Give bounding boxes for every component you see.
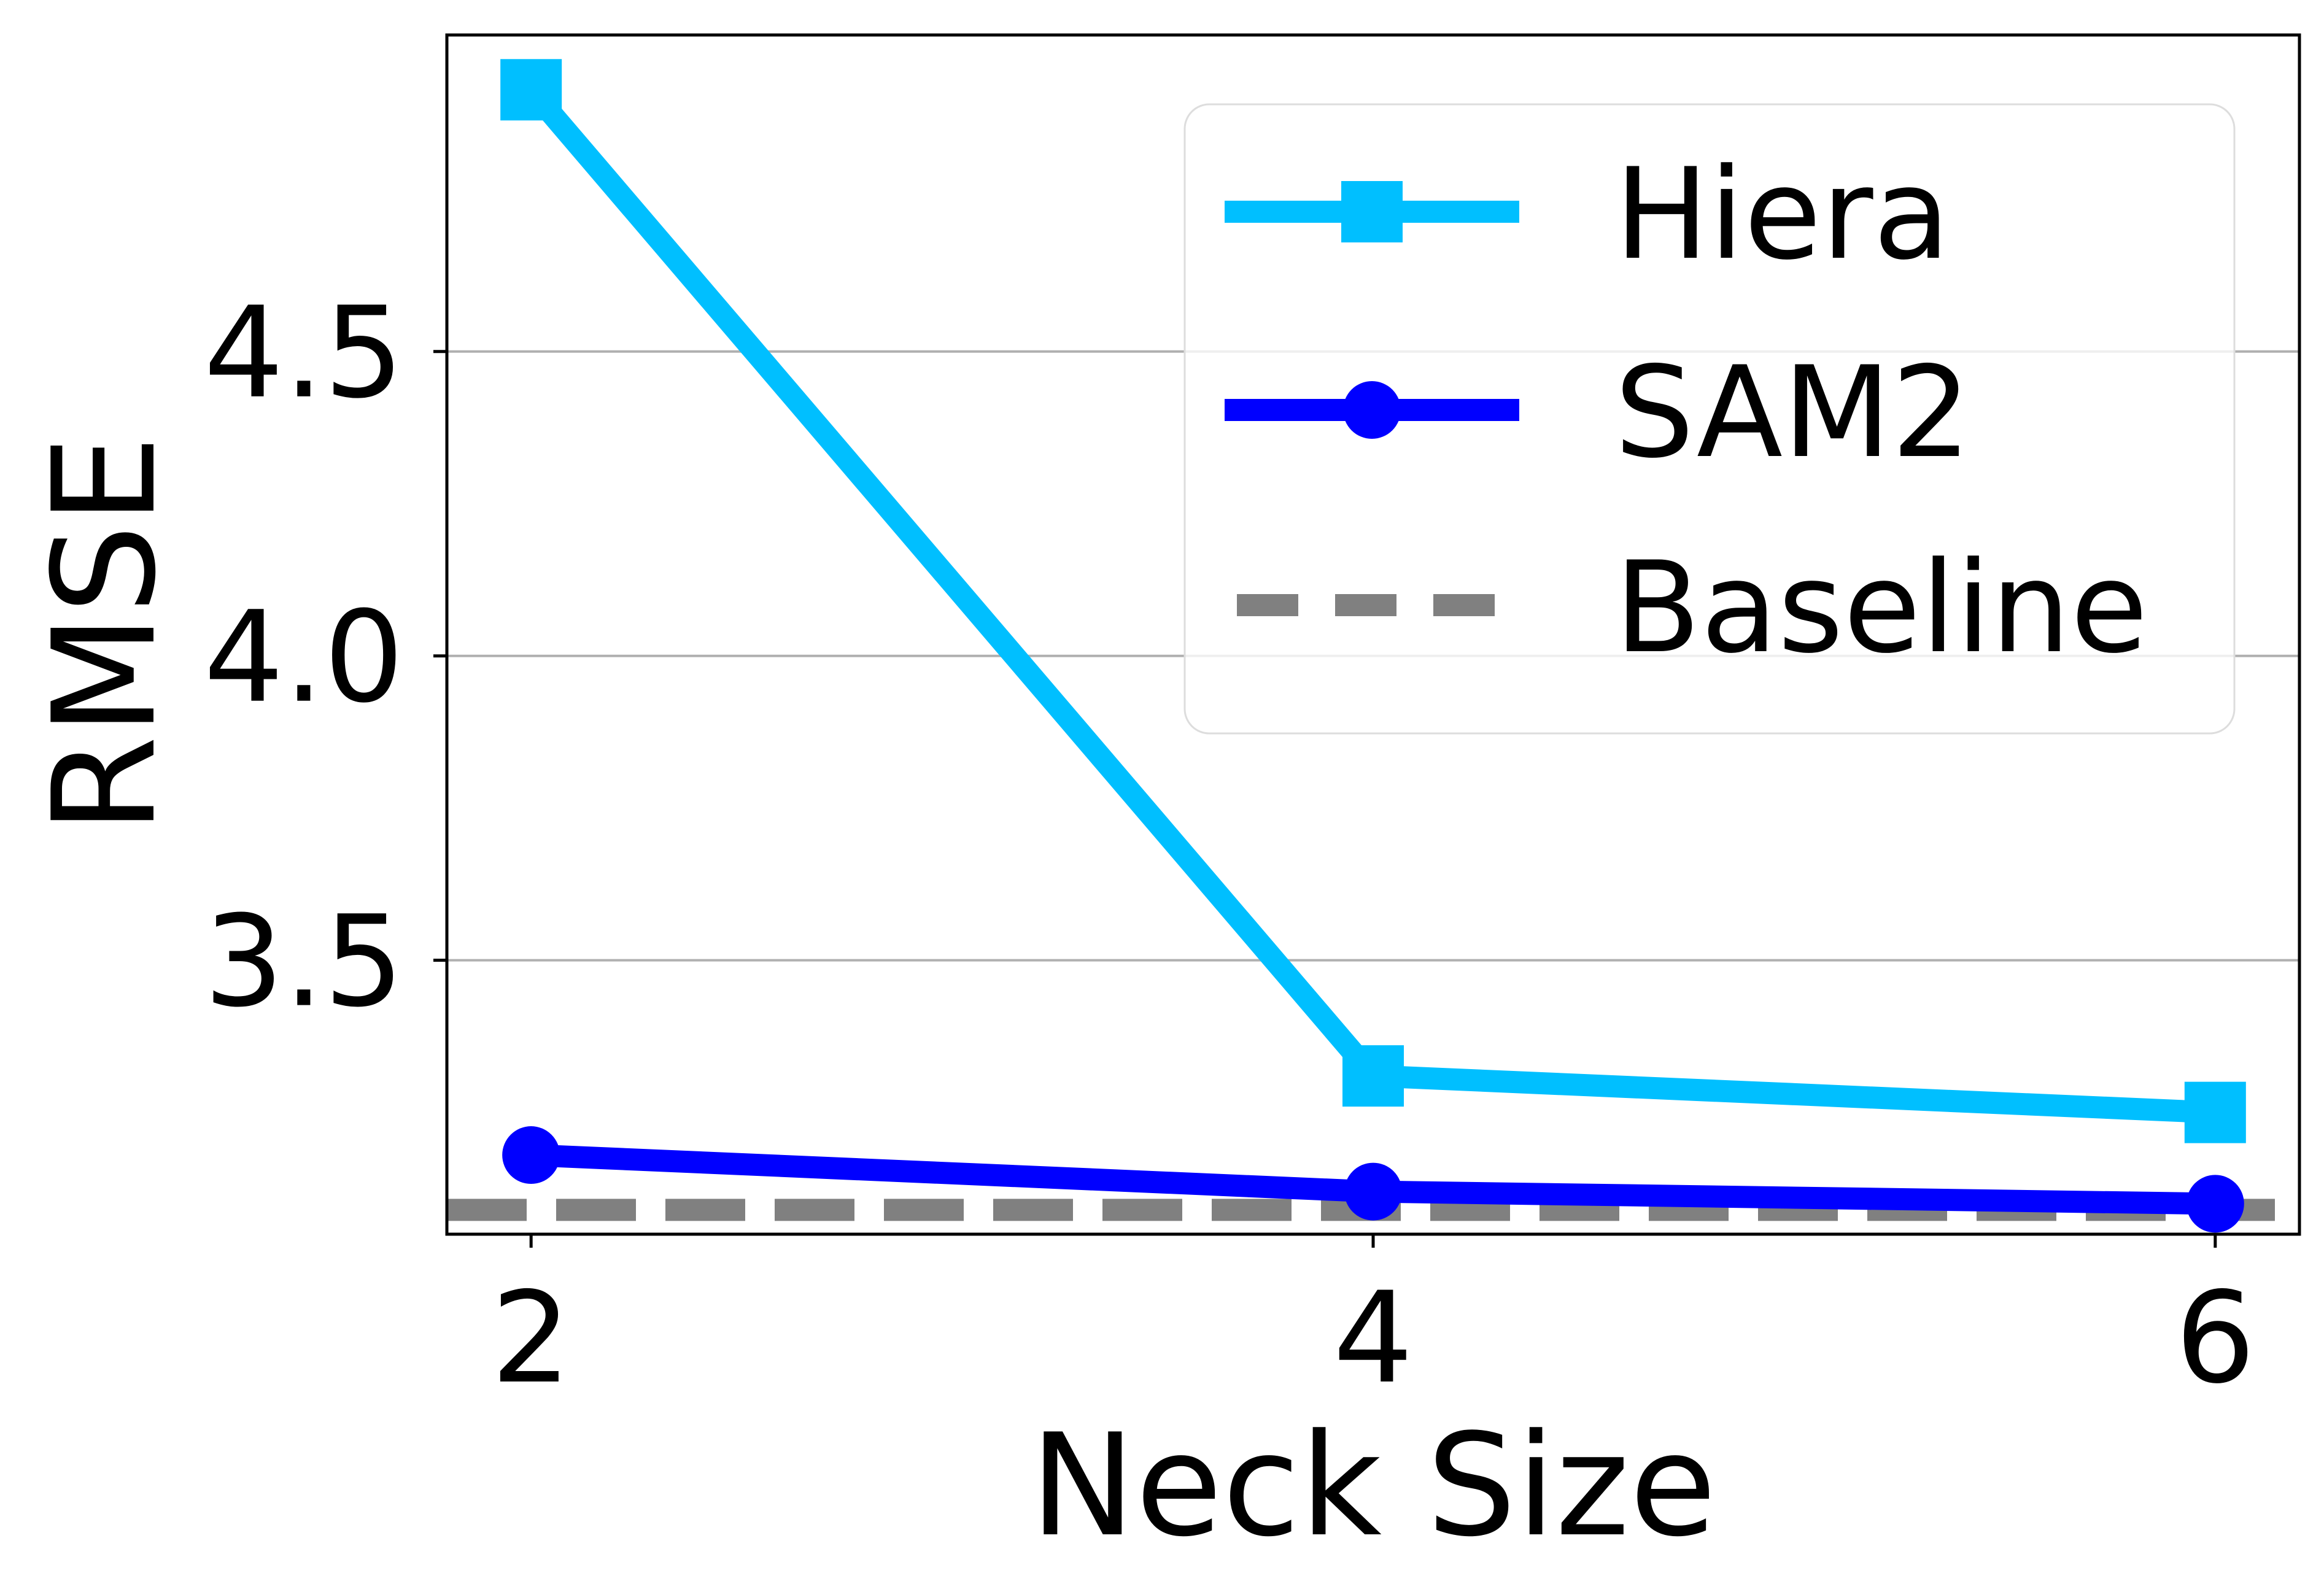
x-tick-label: 6: [2175, 1265, 2255, 1412]
y-tick-label: 4.0: [204, 585, 404, 731]
series-hiera: [500, 59, 2246, 1143]
legend-entry: Baseline: [1237, 535, 2148, 681]
legend-entry: Hiera: [1225, 142, 1950, 288]
series-layer: [500, 59, 2246, 1233]
y-tick-label: 3.5: [204, 889, 404, 1035]
legend-box: [1183, 103, 2236, 735]
legend: Hiera SAM2 Baseline: [1183, 103, 2236, 735]
x-axis-title: Neck Size: [1030, 1404, 1716, 1568]
y-axis-title: RMSE: [23, 435, 187, 834]
x-tick-label: 4: [1333, 1265, 1413, 1412]
legend-label: Baseline: [1614, 535, 2148, 681]
legend-marker: [1343, 381, 1401, 439]
data-point: [502, 1126, 560, 1184]
x-tick-label: 2: [491, 1265, 571, 1412]
data-point: [1344, 1162, 1402, 1221]
legend-marker: [1341, 181, 1403, 242]
legend-entry: SAM2: [1225, 340, 1971, 486]
series-sam2: [502, 1126, 2244, 1233]
y-tick-label: 4.5: [204, 280, 404, 427]
data-point: [500, 59, 562, 121]
axis-ticks: 3.5 4.0 4.5 2 4 6: [204, 280, 2255, 1412]
data-point: [2186, 1175, 2244, 1233]
data-point: [2184, 1081, 2246, 1143]
data-point: [1342, 1045, 1404, 1107]
legend-label: SAM2: [1614, 340, 1971, 486]
legend-label: Hiera: [1614, 142, 1950, 288]
